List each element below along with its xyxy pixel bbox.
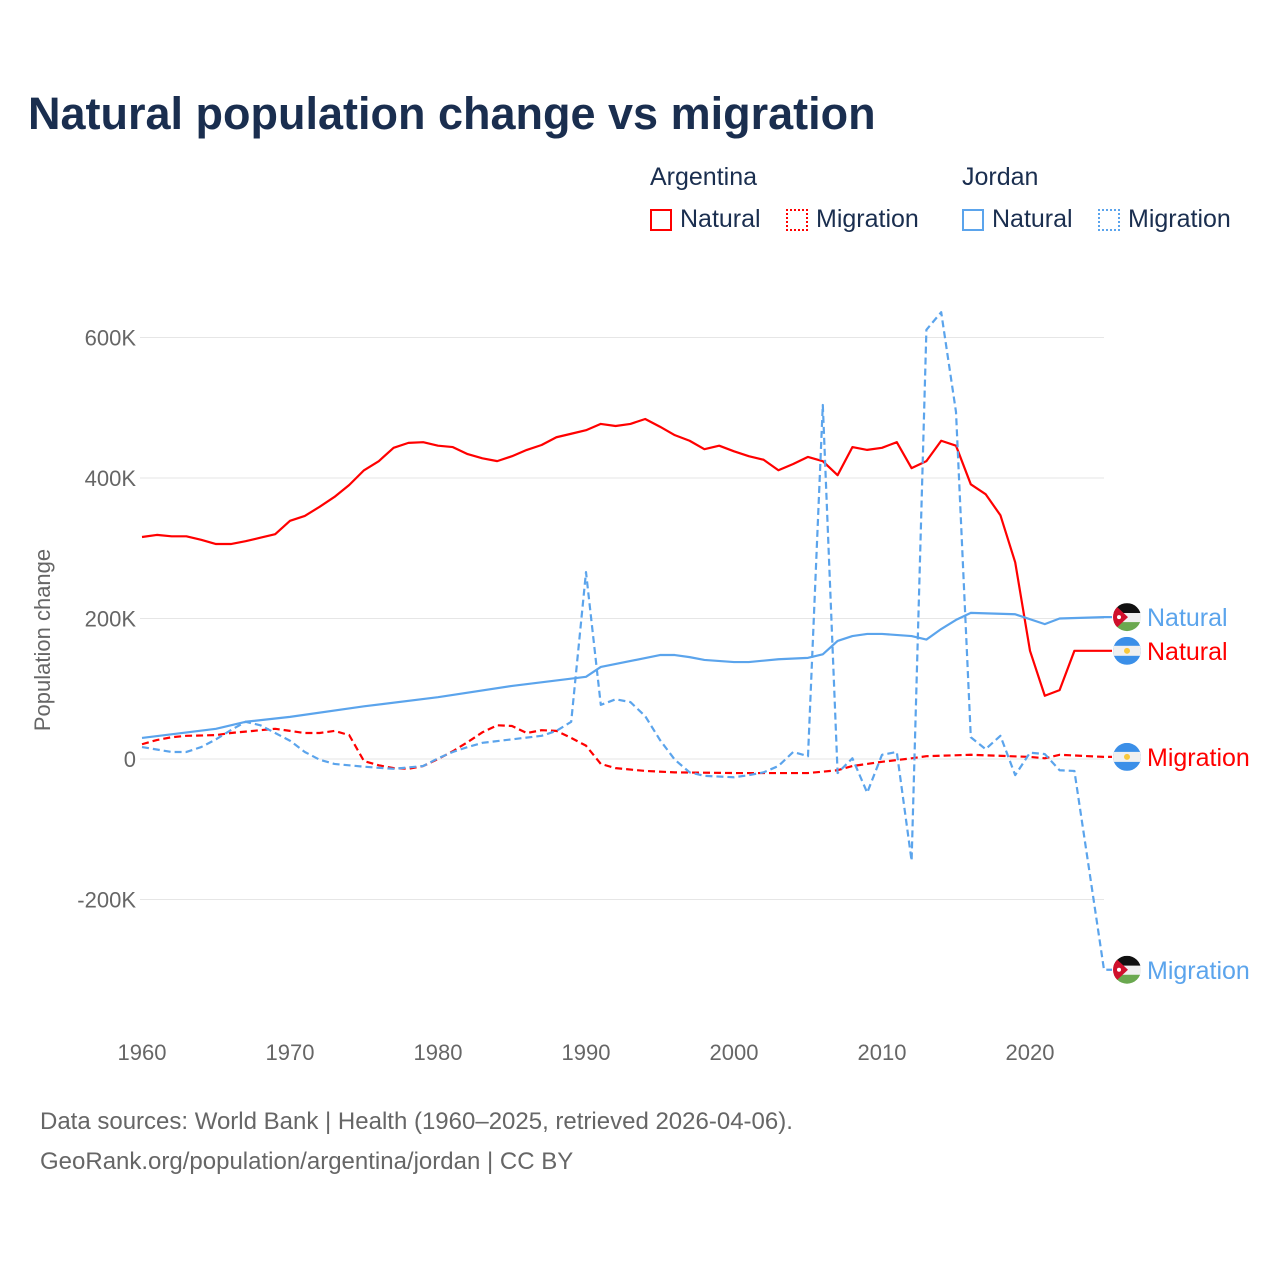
argentina-flag-icon xyxy=(1113,742,1141,771)
legend-jordan-migration[interactable]: Migration xyxy=(1098,205,1231,234)
series-line-argentina-natural xyxy=(141,417,1112,697)
legend-jordan-natural[interactable]: Natural xyxy=(962,205,1073,234)
series-end-label: Migration xyxy=(1147,957,1250,985)
y-tick-label: 200K xyxy=(85,607,137,632)
footer-link[interactable]: GeoRank.org/population/argentina/jordan … xyxy=(40,1148,574,1175)
legend-swatch-dotted xyxy=(786,208,808,231)
legend-label: Migration xyxy=(816,205,919,233)
series-line-argentina-migration xyxy=(141,724,1112,775)
x-tick-label: 1970 xyxy=(266,1040,315,1065)
legend-swatch-dotted xyxy=(1098,208,1120,231)
x-tick-label: 2000 xyxy=(710,1040,759,1065)
y-tick-label: 400K xyxy=(85,466,137,491)
x-tick-label: 2020 xyxy=(1006,1040,1055,1065)
legend-swatch-solid xyxy=(962,208,984,231)
legend-argentina-migration[interactable]: Migration xyxy=(786,205,919,234)
argentina-flag-icon xyxy=(1113,636,1141,665)
x-tick-label: 1980 xyxy=(414,1040,463,1065)
series-line-jordan-natural xyxy=(141,611,1112,740)
series-end-label: Natural xyxy=(1147,604,1228,632)
legend-argentina-natural[interactable]: Natural xyxy=(650,205,761,234)
legend-label: Natural xyxy=(680,205,761,233)
jordan-flag-icon xyxy=(1113,955,1141,984)
series-line-jordan-migration xyxy=(141,311,1112,971)
x-tick-label: 2010 xyxy=(858,1040,907,1065)
series-end-label: Natural xyxy=(1147,638,1228,666)
y-tick-label: 600K xyxy=(85,326,137,351)
legend-label: Migration xyxy=(1128,205,1231,233)
jordan-flag-icon xyxy=(1113,603,1141,632)
chart-title: Natural population change vs migration xyxy=(28,88,876,139)
legend-group-argentina: Argentina xyxy=(650,163,758,191)
y-tick-label: -200K xyxy=(77,888,136,913)
legend-label: Natural xyxy=(992,205,1073,233)
x-tick-label: 1990 xyxy=(562,1040,611,1065)
footer-sources: Data sources: World Bank | Health (1960–… xyxy=(40,1108,793,1135)
series-end-label: Migration xyxy=(1147,744,1250,772)
y-tick-label: 0 xyxy=(124,747,136,772)
legend-group-jordan: Jordan xyxy=(962,163,1039,191)
x-tick-label: 1960 xyxy=(118,1040,167,1065)
y-axis-label: Population change xyxy=(30,549,55,731)
legend-swatch-solid xyxy=(650,208,672,231)
